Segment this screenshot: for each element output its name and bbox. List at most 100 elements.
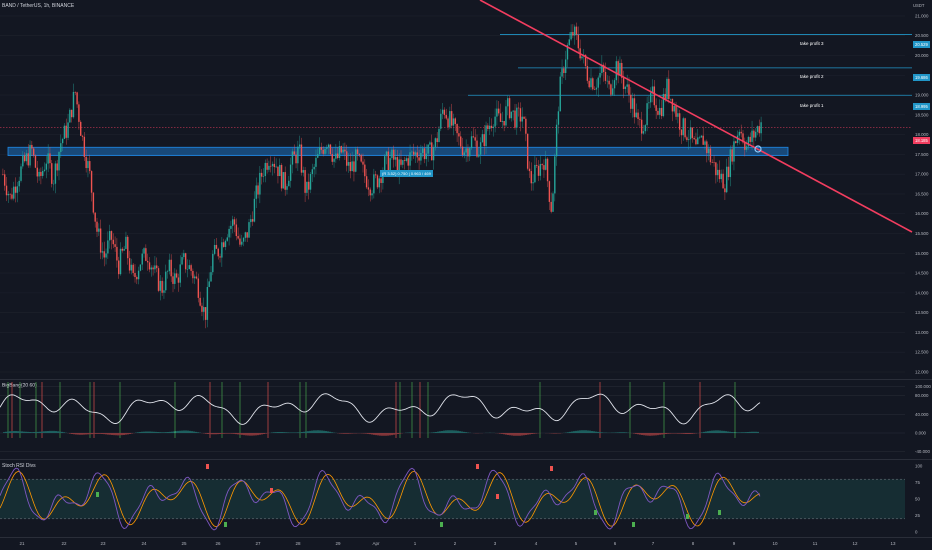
candle xyxy=(631,98,634,109)
candle xyxy=(181,257,183,265)
candle xyxy=(727,166,730,178)
candle xyxy=(512,110,514,112)
candle xyxy=(452,118,455,126)
bigbang-tick-label: 0.000 xyxy=(915,431,927,436)
candle xyxy=(508,98,511,119)
candle xyxy=(680,129,683,136)
candle xyxy=(537,165,540,176)
candle xyxy=(376,175,379,188)
candle xyxy=(192,270,194,279)
candle xyxy=(136,276,138,280)
candle xyxy=(572,31,574,36)
stoch-rsi-chart[interactable]: 100 75 50 25 0 xyxy=(0,460,932,536)
pane-divider[interactable] xyxy=(0,379,932,380)
bigbang-chart[interactable]: 100.000 80.000 40.000 0.000 -40.000 xyxy=(0,380,932,458)
candle xyxy=(204,307,207,320)
candle xyxy=(143,248,145,254)
candle xyxy=(735,141,737,143)
bigbang-title: BigBang(20 60) xyxy=(2,383,37,389)
rsi-band xyxy=(0,479,905,519)
candle xyxy=(664,93,666,100)
price-chart[interactable]: 21.00020.50020.00019.50019.00018.50018.0… xyxy=(0,0,932,378)
stoch-rsi-title: Stoch RSI Divs xyxy=(2,463,36,469)
candle xyxy=(487,125,489,130)
time-tick-label: 7 xyxy=(651,541,655,546)
candle xyxy=(9,193,11,195)
pane-divider[interactable] xyxy=(0,459,932,460)
candle xyxy=(465,148,467,153)
currency-label: USDT xyxy=(913,3,925,8)
symbol-title: BAND / TetherUS, 1h, BINANCE xyxy=(2,3,75,9)
candle xyxy=(467,148,469,157)
candle xyxy=(454,118,456,124)
candle xyxy=(521,116,523,122)
candle xyxy=(49,153,51,164)
candle xyxy=(610,84,612,95)
candle xyxy=(414,152,417,155)
time-tick-label: 4 xyxy=(534,541,538,546)
candle xyxy=(134,272,136,277)
bigbang-tick-label: 40.000 xyxy=(915,412,929,417)
candle xyxy=(320,147,323,150)
candle xyxy=(161,280,163,293)
candle xyxy=(555,124,558,157)
candle xyxy=(119,248,122,275)
candle xyxy=(586,66,589,81)
candle xyxy=(89,161,91,172)
candle xyxy=(148,262,151,270)
candle xyxy=(624,86,627,89)
candle xyxy=(146,260,149,263)
price-tick-label: 13.000 xyxy=(915,330,929,335)
candle xyxy=(213,244,216,254)
candle xyxy=(346,151,348,166)
candle xyxy=(494,116,496,127)
candle xyxy=(47,153,49,164)
candle xyxy=(78,104,80,122)
candle xyxy=(688,139,690,141)
candle xyxy=(139,264,142,271)
candle xyxy=(291,151,294,165)
price-chart-pane[interactable]: BAND / TetherUS, 1h, BINANCE 21.000 20.50… xyxy=(0,0,932,378)
candle xyxy=(188,265,190,269)
candle xyxy=(478,154,480,157)
candle xyxy=(660,107,663,117)
candle xyxy=(552,193,554,212)
candle xyxy=(58,152,60,171)
candle xyxy=(40,171,42,176)
candle xyxy=(163,290,165,293)
candle xyxy=(742,133,744,143)
candle xyxy=(286,186,288,190)
candle xyxy=(327,144,330,148)
candle xyxy=(237,236,239,239)
stoch-rsi-pane[interactable]: Stoch RSI Divs 100 75 50 25 0 xyxy=(0,460,932,536)
candle xyxy=(747,136,750,147)
candle xyxy=(322,149,324,154)
candle xyxy=(340,146,342,153)
price-tick-label: 21.000 xyxy=(915,13,929,18)
candle xyxy=(416,152,418,158)
divergence-marker xyxy=(440,522,443,527)
candle xyxy=(251,219,254,222)
candle xyxy=(592,78,594,90)
take-profit-3-label: take profit 3 xyxy=(800,41,824,46)
time-tick-label: 11 xyxy=(812,541,818,546)
candle xyxy=(132,264,134,273)
time-tick-label: 29 xyxy=(335,541,341,546)
candle xyxy=(25,153,28,162)
candle xyxy=(257,185,259,195)
divergence-marker xyxy=(96,492,99,497)
candle xyxy=(470,136,473,149)
time-axis[interactable]: 21 22 23 24 25 26 27 28 29 Apr 1 2 3 4 5 6 7 8 9 10 11 12 13 xyxy=(0,538,932,550)
candle xyxy=(255,185,257,199)
candle xyxy=(431,142,433,161)
candle xyxy=(2,174,4,175)
candle xyxy=(125,236,127,249)
candle xyxy=(640,119,643,134)
candle xyxy=(630,94,632,109)
candle xyxy=(574,26,576,36)
candle xyxy=(242,237,245,242)
candle xyxy=(342,149,344,153)
bigbang-pane[interactable]: BigBang(20 60) 100.000 80.000 40.000 0.000 -… xyxy=(0,380,932,458)
candle xyxy=(393,149,395,160)
stoch-rsi-k-line xyxy=(0,467,761,531)
